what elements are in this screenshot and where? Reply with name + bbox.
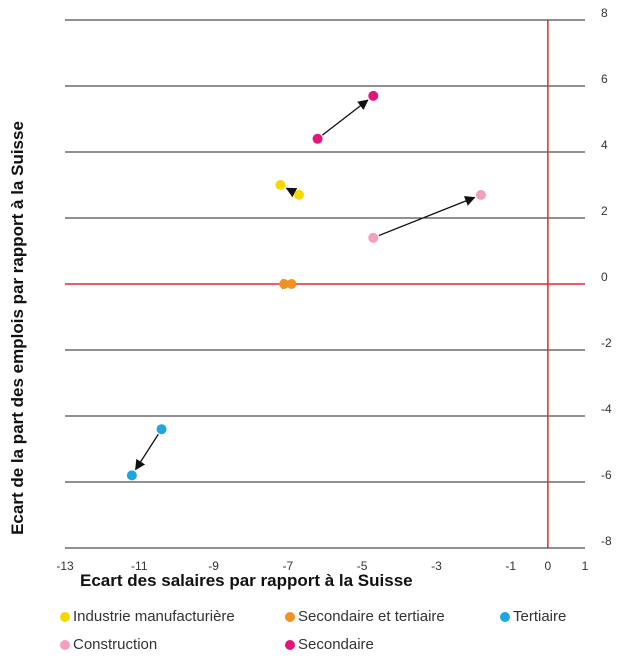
point-start-1 (286, 279, 297, 289)
y-tick-label: 6 (601, 72, 608, 86)
point-start-4 (312, 133, 323, 144)
legend-item: Construction (60, 636, 157, 653)
reference-lines (65, 20, 585, 548)
x-tick-label: -3 (431, 559, 442, 573)
x-tick-label: -5 (357, 559, 368, 573)
legend-swatch (285, 611, 295, 622)
x-axis-ticks: -13 -11 -9 -7 -5 -3 -1 0 1 (56, 559, 588, 573)
y-tick-label: -2 (601, 336, 612, 350)
y-tick-label: -8 (601, 534, 612, 548)
legend-item: Tertiaire (500, 608, 566, 625)
x-tick-label: -7 (283, 559, 294, 573)
point-end-3 (476, 189, 486, 200)
point-start-2 (156, 424, 167, 435)
x-tick-label: 1 (582, 559, 589, 573)
point-end-1 (279, 279, 290, 289)
y-tick-label: 8 (601, 6, 608, 20)
y-tick-label: -4 (601, 402, 612, 416)
legend-label: Construction (73, 636, 158, 653)
legend-label: Secondaire (298, 636, 374, 653)
legend-item: Industrie manufacturière (60, 608, 235, 625)
movement-arrows (135, 99, 476, 471)
arrow-4 (321, 99, 369, 136)
legend-label: Tertiaire (513, 608, 567, 625)
y-tick-label: 2 (601, 204, 608, 218)
y-axis-ticks: 8 6 4 2 0 -2 -4 -6 -8 (601, 6, 612, 548)
point-end-2 (126, 470, 137, 481)
x-tick-label: -11 (131, 559, 148, 573)
y-axis-title: Ecart de la part des emplois par rapport… (8, 121, 27, 535)
x-tick-label: -1 (505, 559, 516, 573)
legend-label: Industrie manufacturière (73, 608, 235, 625)
x-axis-title: Ecart des salaires par rapport à la Suis… (80, 571, 413, 590)
data-points (126, 90, 486, 481)
point-start-0 (294, 189, 304, 200)
legend-swatch (60, 639, 70, 650)
x-tick-label: -9 (208, 559, 219, 573)
legend-swatch (60, 611, 70, 622)
x-tick-label: -13 (56, 559, 74, 573)
legend-label: Secondaire et tertiaire (298, 608, 445, 625)
point-end-0 (275, 180, 286, 190)
y-tick-label: -6 (601, 468, 612, 482)
legend-swatch (500, 611, 510, 622)
arrow-3 (378, 196, 476, 237)
x-tick-label: 0 (545, 559, 552, 573)
gridlines (65, 19, 585, 549)
point-start-3 (368, 232, 379, 243)
y-tick-label: 4 (601, 138, 608, 152)
point-end-4 (368, 90, 379, 101)
arrow-2 (135, 433, 159, 471)
y-tick-label: 0 (601, 270, 608, 284)
legend-item: Secondaire (285, 636, 374, 653)
arrow-0 (285, 187, 298, 198)
legend-swatch (285, 639, 295, 650)
legend-item: Secondaire et tertiaire (285, 608, 445, 625)
